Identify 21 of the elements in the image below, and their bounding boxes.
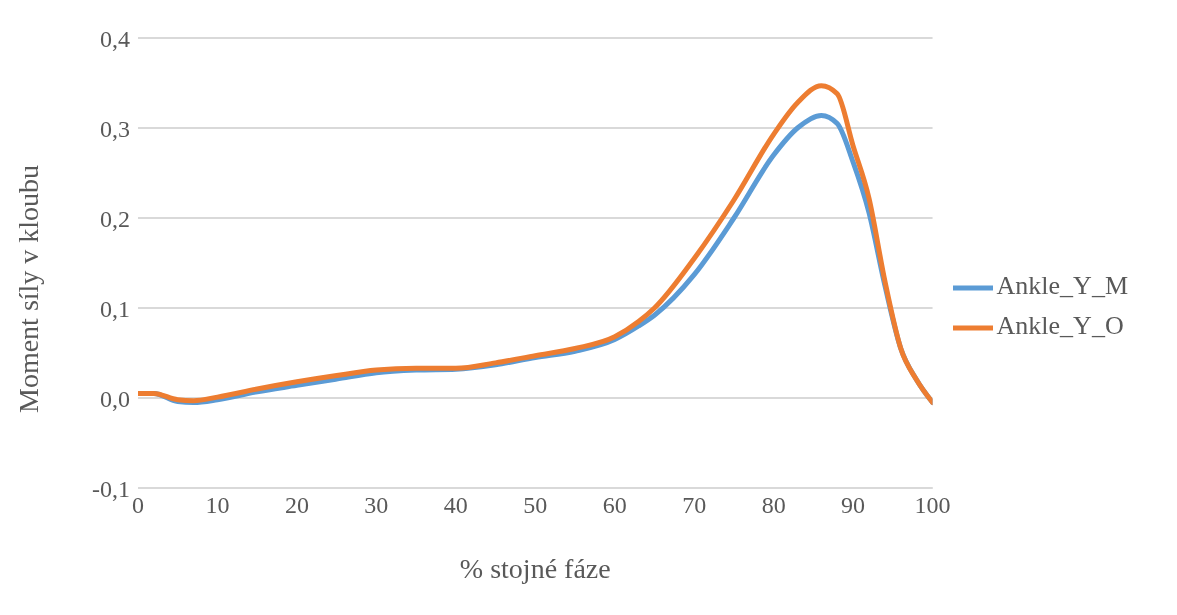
x-tick-label: 0 <box>132 492 144 519</box>
x-tick-label: 10 <box>205 492 230 519</box>
legend-label: Ankle_Y_O <box>996 310 1124 340</box>
x-tick-label: 40 <box>443 492 468 519</box>
y-tick-label: 0,2 <box>100 205 130 232</box>
y-tick-label: -0,1 <box>92 475 130 502</box>
y-tick-label: 0,1 <box>100 295 130 322</box>
x-tick-label: 20 <box>284 492 309 519</box>
x-axis-title: % stojné fáze <box>459 553 611 584</box>
y-tick-label: 0,0 <box>100 385 130 412</box>
x-tick-label: 60 <box>602 492 627 519</box>
x-tick-label: 70 <box>682 492 707 519</box>
x-tick-label: 100 <box>914 492 951 519</box>
x-tick-label: 80 <box>761 492 786 519</box>
x-tick-label: 90 <box>841 492 866 519</box>
legend-label: Ankle_Y_M <box>996 270 1128 300</box>
y-tick-label: 0,4 <box>100 25 130 52</box>
x-tick-label: 50 <box>523 492 548 519</box>
x-tick-label: 30 <box>364 492 389 519</box>
y-tick-label: 0,3 <box>100 115 130 142</box>
y-axis-title: Moment síly v kloubu <box>12 164 44 413</box>
